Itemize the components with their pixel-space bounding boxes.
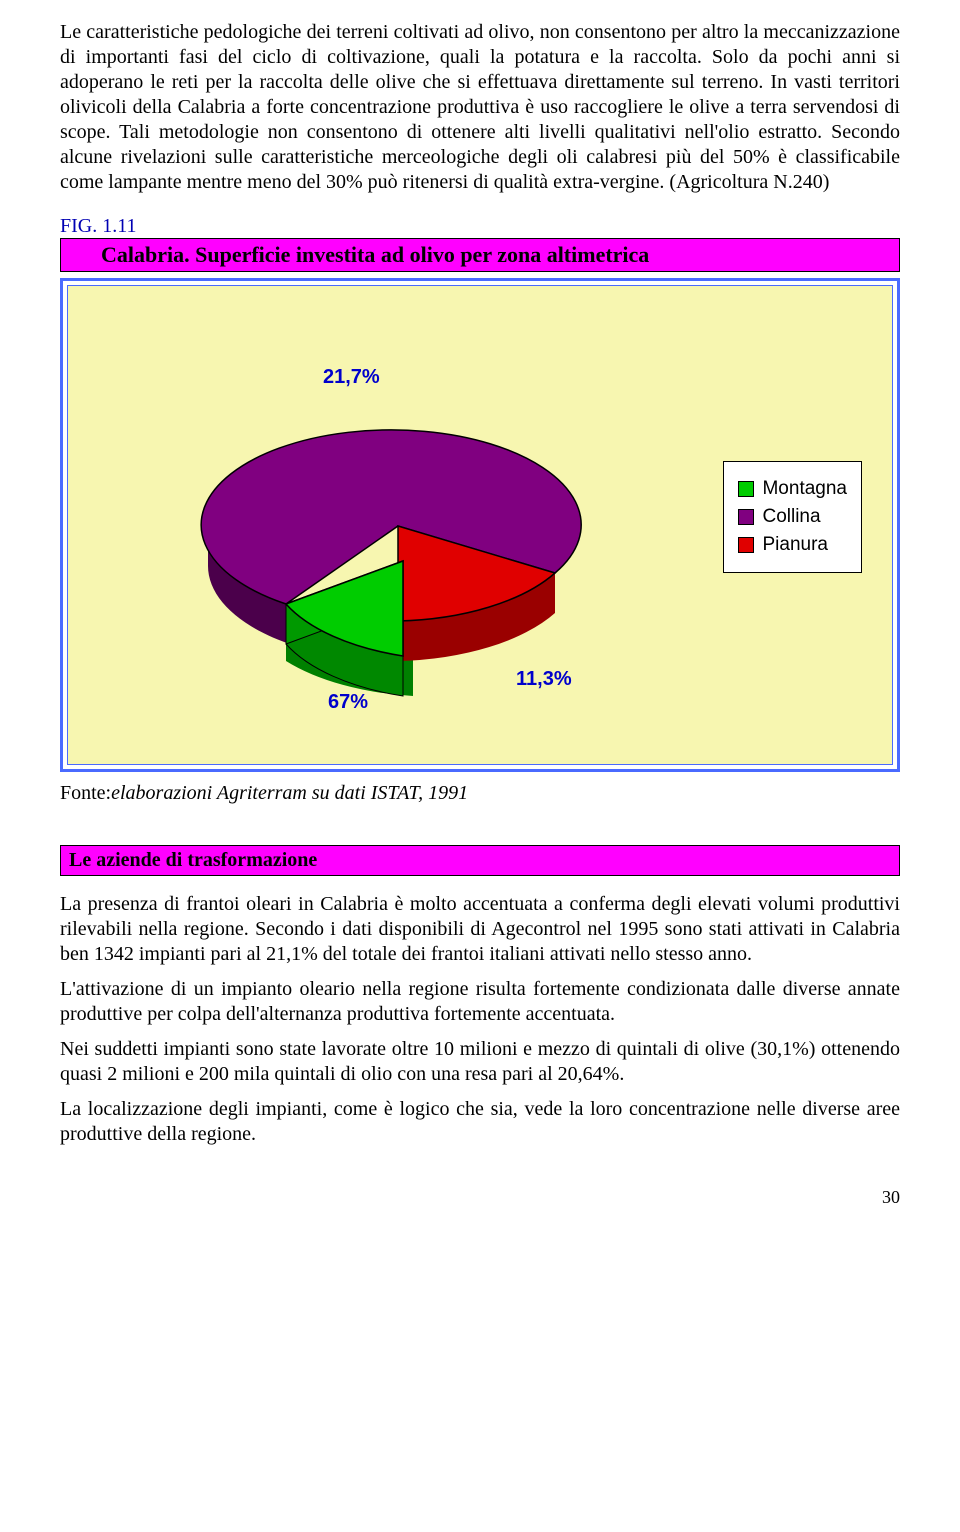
legend-swatch-pianura	[738, 537, 754, 553]
chart-legend: Montagna Collina Pianura	[723, 461, 862, 573]
chart-area: 21,7% 67% 11,3% Montagna Collina Pianura	[67, 285, 893, 765]
chart-title-banner: Calabria. Superficie investita ad olivo …	[60, 238, 900, 272]
legend-label: Collina	[762, 506, 820, 528]
figure-label: FIG. 1.11	[60, 215, 900, 238]
legend-item: Collina	[738, 506, 847, 528]
body-paragraph: L'attivazione di un impianto oleario nel…	[60, 977, 900, 1027]
body-paragraph: La localizzazione degli impianti, come è…	[60, 1097, 900, 1147]
page-number: 30	[60, 1187, 900, 1208]
body-paragraph: La presenza di frantoi oleari in Calabri…	[60, 892, 900, 967]
legend-swatch-montagna	[738, 481, 754, 497]
body-paragraph: Nei suddetti impianti sono state lavorat…	[60, 1037, 900, 1087]
pct-label-pianura: 11,3%	[516, 668, 572, 691]
legend-item: Montagna	[738, 478, 847, 500]
pie-chart	[198, 396, 598, 706]
legend-swatch-collina	[738, 509, 754, 525]
pct-label-montagna: 21,7%	[323, 366, 380, 389]
legend-label: Montagna	[762, 478, 847, 500]
body-paragraph: Le caratteristiche pedologiche dei terre…	[60, 20, 900, 195]
legend-label: Pianura	[762, 534, 828, 556]
chart-source: Fonte:elaborazioni Agriterram su dati IS…	[60, 782, 900, 805]
chart-outer-frame: 21,7% 67% 11,3% Montagna Collina Pianura	[60, 278, 900, 772]
source-text: elaborazioni Agriterram su dati ISTAT, 1…	[111, 782, 468, 804]
section-heading-banner: Le aziende di trasformazione	[60, 845, 900, 876]
legend-item: Pianura	[738, 534, 847, 556]
source-prefix: Fonte:	[60, 782, 111, 804]
pct-label-collina: 67%	[328, 691, 368, 714]
